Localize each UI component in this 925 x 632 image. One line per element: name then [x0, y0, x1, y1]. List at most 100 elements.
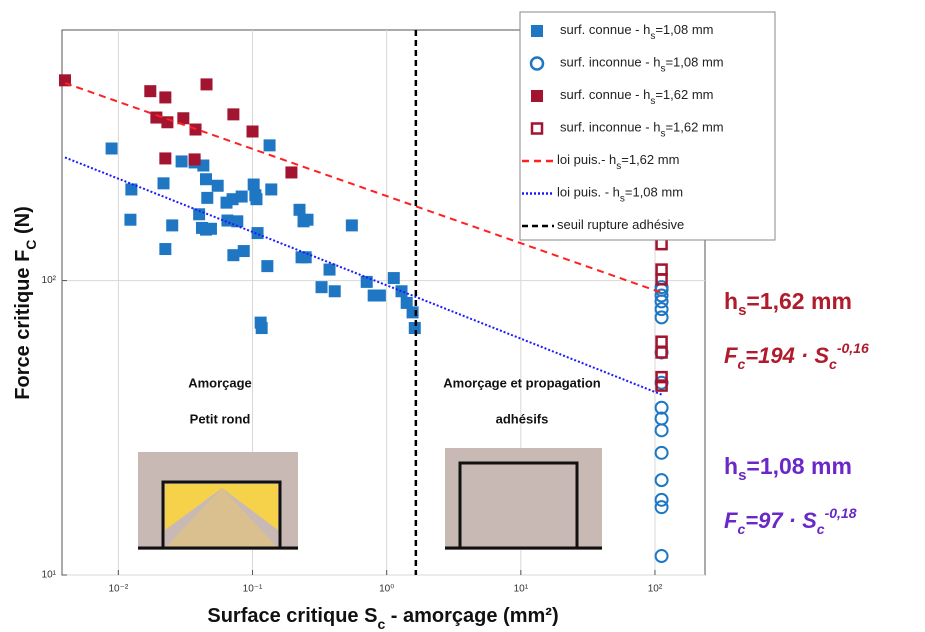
fit-label-part: s: [738, 302, 746, 319]
legend-label: surf. inconnue - hs=1,08 mm: [560, 55, 724, 75]
legend-label-part: =1,08 mm: [655, 22, 713, 37]
x-tick-label: 10¹: [514, 584, 529, 595]
point: [328, 285, 341, 298]
point: [654, 445, 669, 460]
fit-formula-part: c: [737, 521, 745, 537]
point: [200, 173, 213, 186]
legend-marker: [531, 90, 543, 102]
point: [654, 294, 669, 309]
inset-right: [445, 448, 602, 550]
point: [221, 214, 234, 227]
legend-label: surf. connue - hs=1,08 mm: [560, 22, 714, 42]
fit-formula-part: c: [737, 356, 745, 372]
annotation: Amorçage et propagation: [443, 375, 601, 390]
x-axis-label: Surface critique Sc - amorçage (mm²): [207, 605, 558, 631]
point: [301, 213, 314, 226]
x-tick-label: 10⁻¹: [243, 584, 263, 595]
point: [654, 549, 669, 564]
fit-label-part: h: [724, 288, 738, 314]
y-axis-label: Force critique FC (N): [12, 206, 38, 399]
fit-label: hs=1,08 mm: [724, 453, 852, 484]
point: [175, 155, 188, 168]
fit-formula-part: =194 · S: [745, 343, 829, 368]
point: [293, 203, 306, 216]
point: [654, 400, 669, 415]
y-axis-label-part: C: [23, 240, 39, 250]
point: [150, 111, 163, 124]
point: [237, 245, 250, 258]
legend-label: loi puis. - hs=1,08 mm: [557, 185, 683, 205]
point: [263, 139, 276, 152]
annotation: Amorçage: [188, 375, 252, 390]
legend-label: seuil rupture adhésive: [557, 217, 684, 232]
legend-label-part: surf. inconnue - h: [560, 55, 660, 70]
point: [188, 153, 201, 166]
legend-label-part: =1,08 mm: [625, 185, 683, 200]
fit-formula: Fc=194 · Sc-0,16: [724, 340, 869, 372]
point: [157, 177, 170, 190]
point: [408, 322, 421, 335]
legend-label-part: s: [616, 161, 621, 172]
point: [201, 191, 214, 204]
point: [227, 249, 240, 262]
point: [654, 302, 669, 317]
legend-label-part: loi puis.- h: [557, 152, 616, 167]
legend-marker: [530, 122, 544, 135]
point: [249, 189, 262, 202]
point: [159, 243, 172, 256]
fit-label-part: =1,62 mm: [746, 288, 852, 314]
x-axis-label-part: Surface critique S: [207, 605, 377, 627]
point: [655, 379, 668, 392]
point: [226, 193, 239, 206]
point: [373, 289, 386, 302]
point: [400, 296, 413, 309]
point: [654, 310, 669, 325]
point: [124, 213, 137, 226]
point: [105, 142, 118, 155]
legend-marker: [531, 25, 543, 37]
legend-label: loi puis.- hs=1,62 mm: [557, 152, 679, 172]
point: [654, 492, 669, 507]
point: [246, 125, 259, 138]
point: [247, 178, 260, 191]
legend-marker: [529, 56, 545, 71]
point: [299, 251, 312, 264]
inset-light: [165, 484, 278, 530]
point: [261, 260, 274, 273]
annotation: adhésifs: [496, 411, 549, 426]
point: [177, 112, 190, 125]
fit-label-part: =1,08 mm: [746, 453, 852, 479]
point: [251, 227, 264, 240]
fit-formula-part: -0,18: [825, 505, 857, 521]
point: [200, 78, 213, 91]
point: [265, 183, 278, 196]
point: [655, 273, 668, 286]
point: [166, 219, 179, 232]
point: [125, 183, 138, 196]
x-tick-label: 10²: [648, 584, 663, 595]
legend-label-part: =1,62 mm: [665, 120, 723, 135]
point: [159, 91, 172, 104]
y-tick-label: 10²: [42, 275, 57, 286]
legend-label-part: surf. connue - h: [560, 22, 650, 37]
legend-label-part: surf. connue - h: [560, 87, 650, 102]
fit-formula-part: c: [817, 521, 825, 537]
x-tick-label: 10⁻²: [109, 584, 129, 595]
fit-formula-part: -0,16: [837, 340, 869, 356]
point: [315, 281, 328, 294]
point: [285, 166, 298, 179]
point: [211, 179, 224, 192]
x-axis-label-part: c: [377, 616, 385, 632]
point: [395, 285, 408, 298]
annotation: Petit rond: [190, 411, 251, 426]
x-tick-label: 10⁰: [379, 584, 394, 595]
fit-label-part: h: [724, 453, 738, 479]
inset-outline: [445, 461, 602, 550]
inset-left: [138, 452, 298, 550]
y-tick-label: 10¹: [42, 570, 57, 581]
fit-formula-part: =97 · S: [745, 508, 817, 533]
fit-line: [64, 82, 662, 294]
fit-formula-part: c: [829, 356, 837, 372]
point: [227, 108, 240, 121]
